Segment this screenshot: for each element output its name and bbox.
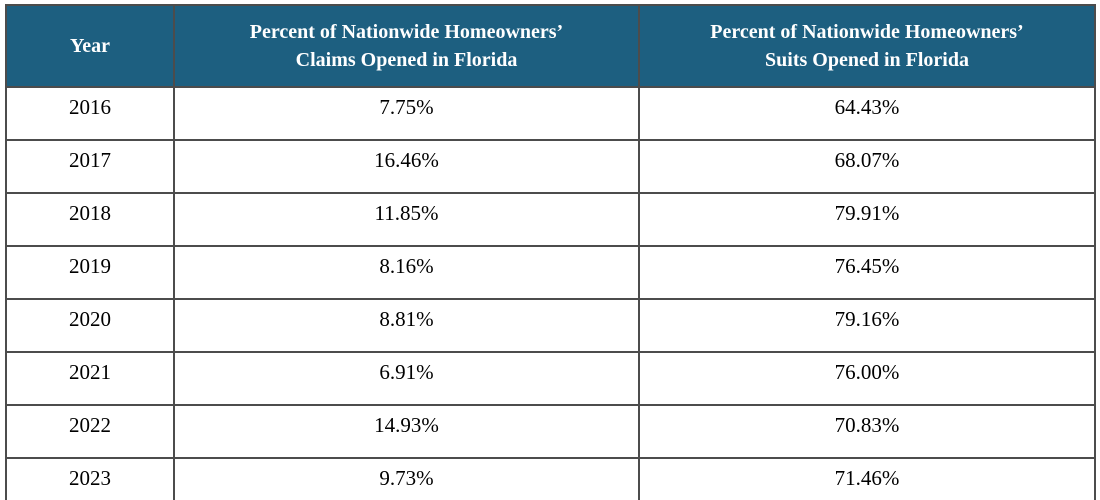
table-row-2018: 2018 11.85% 79.91% [5,192,1096,247]
cell-suits-pct: 68.07% [638,139,1096,194]
cell-year: 2017 [5,139,175,194]
table-body: 2016 7.75% 64.43% 2017 16.46% 68.07% 201… [5,86,1096,500]
table-row-2021: 2021 6.91% 76.00% [5,351,1096,406]
cell-claims-pct: 9.73% [173,457,640,500]
florida-homeowners-claims-suits-table: Year Percent of Nationwide Homeowners’ C… [5,4,1096,500]
cell-suits-pct: 70.83% [638,404,1096,459]
cell-suits-pct: 76.00% [638,351,1096,406]
table-row-2019: 2019 8.16% 76.45% [5,245,1096,300]
column-header-year: Year [5,4,175,88]
table-row-2022: 2022 14.93% 70.83% [5,404,1096,459]
table-row-2023: 2023 9.73% 71.46% [5,457,1096,500]
cell-claims-pct: 8.81% [173,298,640,353]
header-claims-line2: Claims Opened in Florida [295,49,518,71]
table-row-2020: 2020 8.81% 79.16% [5,298,1096,353]
header-claims-line1: Percent of Nationwide Homeowners’ [249,21,564,43]
cell-claims-pct: 14.93% [173,404,640,459]
table-header: Year Percent of Nationwide Homeowners’ C… [5,4,1096,88]
cell-year: 2021 [5,351,175,406]
cell-suits-pct: 79.16% [638,298,1096,353]
cell-year: 2018 [5,192,175,247]
cell-year: 2023 [5,457,175,500]
cell-year: 2016 [5,86,175,141]
cell-claims-pct: 8.16% [173,245,640,300]
cell-year: 2020 [5,298,175,353]
cell-claims-pct: 6.91% [173,351,640,406]
column-header-suits: Percent of Nationwide Homeowners’ Suits … [638,4,1096,88]
cell-year: 2019 [5,245,175,300]
cell-suits-pct: 64.43% [638,86,1096,141]
cell-suits-pct: 71.46% [638,457,1096,500]
cell-claims-pct: 11.85% [173,192,640,247]
cell-claims-pct: 16.46% [173,139,640,194]
cell-year: 2022 [5,404,175,459]
header-suits-line2: Suits Opened in Florida [765,49,969,71]
cell-claims-pct: 7.75% [173,86,640,141]
cell-suits-pct: 76.45% [638,245,1096,300]
header-suits-line1: Percent of Nationwide Homeowners’ [710,21,1024,43]
table-row-2016: 2016 7.75% 64.43% [5,86,1096,141]
header-year-label: Year [70,35,110,57]
cell-suits-pct: 79.91% [638,192,1096,247]
table-row-2017: 2017 16.46% 68.07% [5,139,1096,194]
column-header-claims: Percent of Nationwide Homeowners’ Claims… [173,4,640,88]
header-row: Year Percent of Nationwide Homeowners’ C… [5,4,1096,88]
